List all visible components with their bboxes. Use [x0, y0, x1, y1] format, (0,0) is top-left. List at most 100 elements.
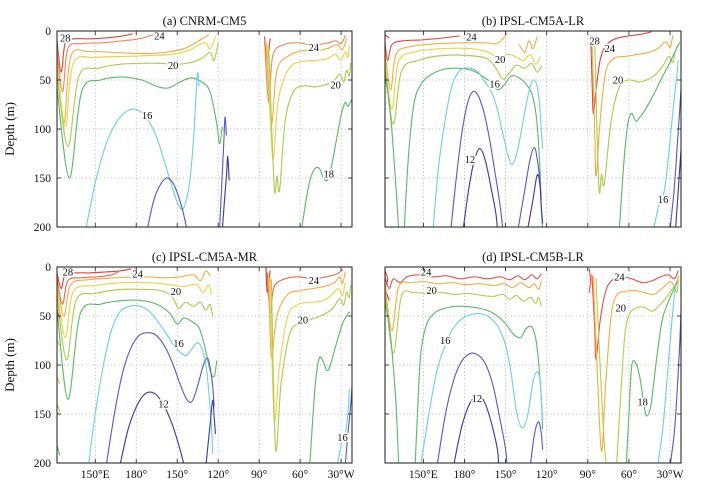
- contour-line-12: [221, 155, 230, 227]
- panel-frame: [56, 266, 353, 464]
- contour-line-26: [385, 35, 460, 61]
- contour-line-20: [595, 278, 607, 463]
- contour-label-20: 20: [168, 61, 179, 72]
- contour-label-28: 28: [63, 267, 74, 278]
- contour-line-22: [57, 36, 216, 128]
- contour-line-16: [657, 285, 677, 463]
- panel-title-d: (d) IPSL-CM5B-LR: [482, 250, 584, 264]
- y-tick-label: 0: [45, 26, 51, 38]
- contour-line-16: [432, 67, 544, 227]
- contour-line-22: [385, 47, 541, 110]
- contour-lines: [385, 268, 681, 463]
- contour-label-18: 18: [324, 170, 335, 181]
- contour-label-20: 20: [495, 55, 506, 66]
- contour-label-28: 28: [589, 36, 600, 47]
- x-tick-label: 90°: [251, 469, 268, 481]
- contour-line-12: [205, 399, 216, 463]
- contour-line-14: [669, 311, 681, 463]
- contour-label-20: 20: [426, 286, 437, 297]
- panel-frame: [384, 266, 682, 464]
- panel-title-a: (a) CNRM-CM5: [163, 14, 247, 28]
- x-tick-label: 30°W: [657, 469, 684, 481]
- x-tick-label: 150°: [495, 469, 517, 481]
- contour-line-26: [266, 269, 343, 313]
- contour-line-20: [270, 279, 352, 452]
- contour-line-14: [106, 332, 215, 463]
- y-tick-label: 0: [45, 262, 51, 274]
- contour-line-20: [268, 46, 352, 194]
- y-tick-label: 100: [34, 124, 52, 136]
- contour-line-14: [530, 421, 544, 463]
- contour-label-24: 24: [466, 32, 477, 43]
- panel-c: 28 24 20 16 12 24 20 16 (c) IPSL-CM5A-MR 0 50 100 15…: [34, 250, 355, 481]
- y-axis-title: Depth (m): [2, 102, 17, 156]
- y-axis-title: Depth (m): [2, 338, 17, 392]
- contour-line-28: [590, 31, 652, 114]
- y-tick-label: 200: [34, 222, 52, 234]
- x-tick-label: 120°: [536, 469, 558, 481]
- contour-line-24: [518, 36, 538, 54]
- contour-label-20: 20: [330, 80, 341, 91]
- panel-a: 28 24 20 16 24 20 18 (a) CNRM-CM5 0 50 100 150 200: [34, 14, 353, 234]
- contour-line-18: [301, 99, 352, 227]
- panel-d: 24 20 16 12 24 20 18 (d) IPSL-CM5B-LR 150°E 180° 1…: [384, 250, 684, 481]
- contour-line-24: [265, 38, 348, 124]
- contour-line-12: [119, 391, 185, 463]
- contour-line-18: [414, 305, 544, 463]
- contour-label-24: 24: [154, 31, 165, 42]
- contour-line-26: [57, 34, 154, 93]
- contour-line-14: [219, 116, 227, 227]
- contour-line-20: [385, 289, 542, 354]
- contour-line-24: [57, 270, 211, 317]
- contour-line-18: [618, 42, 681, 227]
- contour-line-24: [591, 35, 674, 177]
- contour-line-24: [591, 270, 679, 360]
- contour-label-20: 20: [298, 315, 309, 326]
- contour-line-28: [385, 34, 390, 39]
- contour-line-12: [675, 150, 681, 227]
- y-tick-label: 50: [40, 75, 52, 87]
- x-tick-label: 90°: [580, 469, 597, 481]
- contour-label-24: 24: [309, 276, 320, 287]
- contour-line-16: [85, 71, 200, 227]
- y-tick-label: 100: [34, 360, 52, 372]
- y-tick-label: 150: [34, 173, 52, 185]
- contour-label-16: 16: [173, 339, 184, 350]
- y-tick-label: 200: [34, 458, 52, 470]
- contour-line-24: [385, 273, 542, 290]
- contour-line-20: [57, 288, 214, 361]
- contour-label-18: 18: [637, 398, 648, 409]
- contour-label-20: 20: [615, 304, 626, 315]
- contour-line-22: [385, 281, 542, 332]
- panel-frame: [384, 30, 682, 228]
- contour-line-12: [527, 173, 544, 227]
- x-tick-label: 60°: [292, 469, 309, 481]
- x-tick-label: 60°: [621, 469, 638, 481]
- panel-b: 24 20 16 12 28 24 20 16 (b) IPSL-CM5A-LR: [384, 14, 682, 228]
- contour-line-24: [57, 34, 210, 125]
- contour-line-20: [385, 54, 542, 125]
- contour-line-22: [269, 277, 346, 422]
- x-tick-label: 150°E: [409, 469, 438, 481]
- contour-label-28: 28: [60, 33, 71, 44]
- contour-line-12: [453, 394, 500, 463]
- x-tick-label: 150°E: [81, 469, 110, 481]
- panel-frame: [56, 30, 353, 228]
- contour-label-20: 20: [613, 76, 624, 87]
- contour-label-20: 20: [171, 287, 182, 298]
- contour-label-24: 24: [421, 267, 432, 278]
- contour-line-20: [57, 42, 219, 148]
- contour-label-16: 16: [489, 79, 500, 90]
- contour-line-18: [57, 76, 223, 179]
- x-tick-label: 30°W: [328, 469, 355, 481]
- contour-label-24: 24: [614, 272, 625, 283]
- x-tick-label: 180°: [125, 469, 147, 481]
- contour-line-24: [588, 268, 592, 294]
- panel-title-c: (c) IPSL-CM5A-MR: [152, 250, 258, 264]
- contour-lines: [57, 267, 352, 463]
- contour-line-18: [403, 67, 543, 227]
- contour-label-12: 12: [472, 394, 483, 405]
- contour-line-16: [88, 304, 214, 463]
- contour-line-14: [669, 89, 681, 227]
